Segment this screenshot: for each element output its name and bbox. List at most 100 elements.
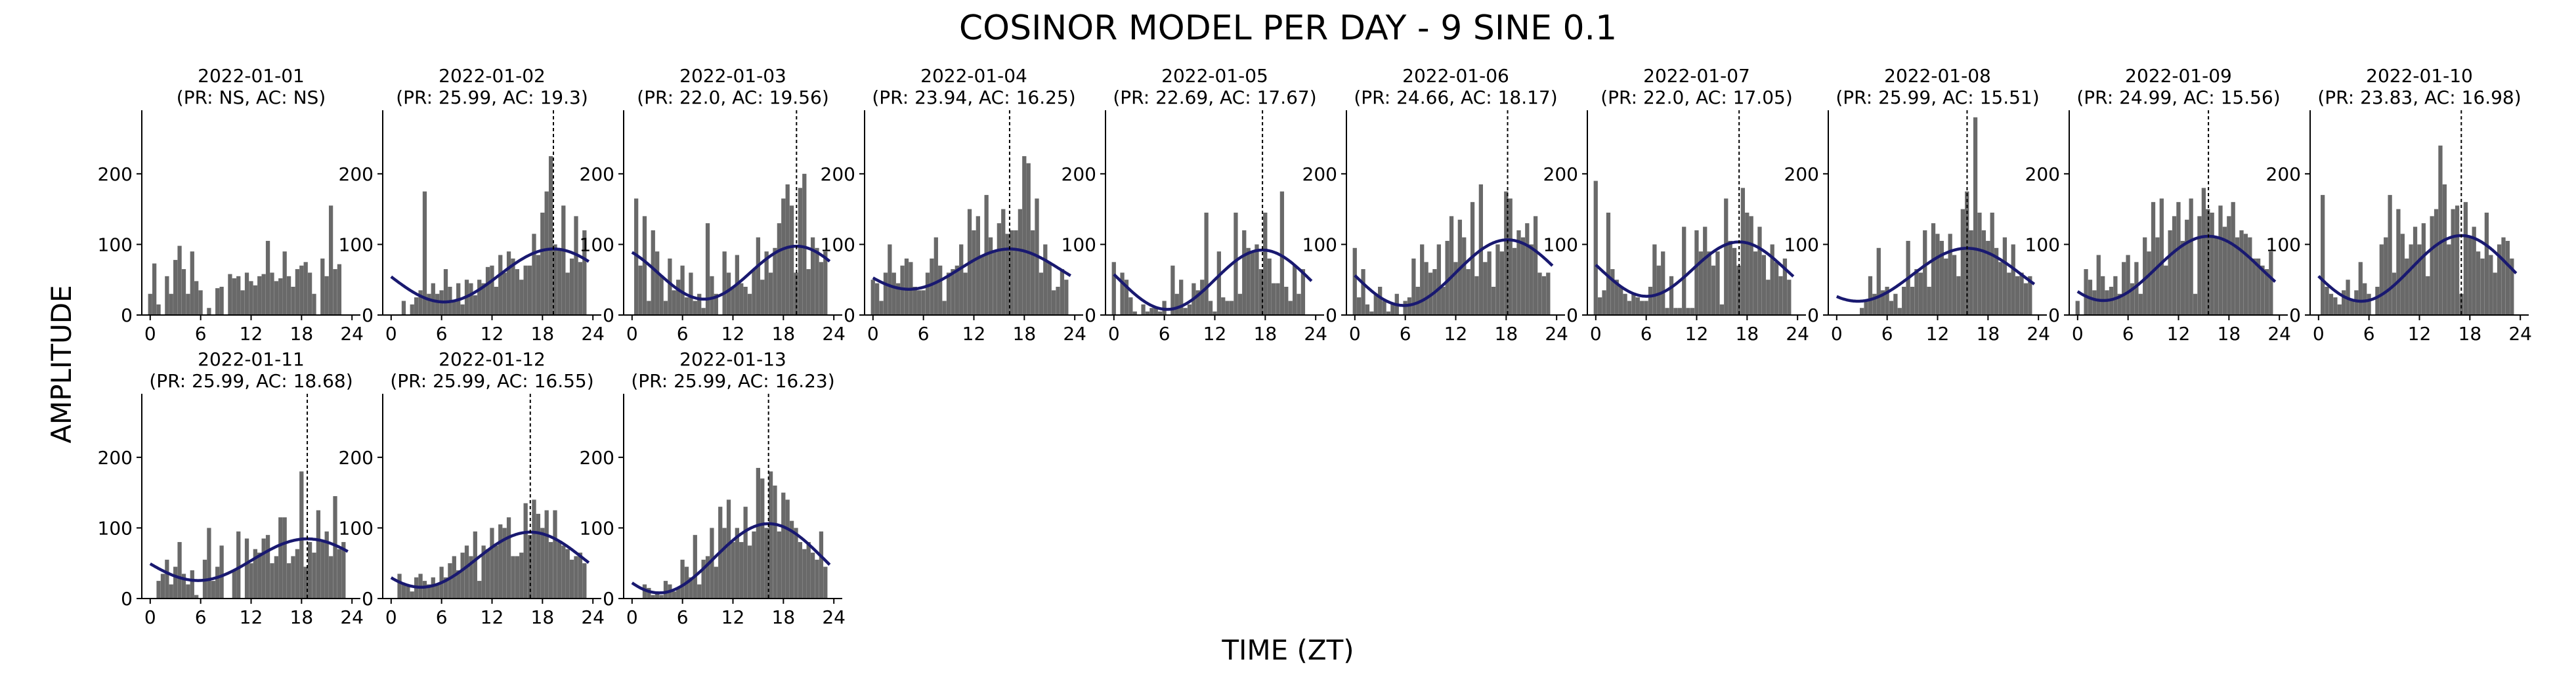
bar	[1860, 308, 1864, 315]
y-tick-label: 0	[121, 305, 133, 326]
bar	[1403, 301, 1407, 315]
bar	[324, 531, 329, 599]
bar	[582, 230, 587, 315]
panel-title-stats: (PR: 22.0, AC: 17.05)	[1600, 87, 1793, 108]
bar	[1782, 258, 1788, 315]
bar	[1495, 244, 1500, 315]
y-tick-label: 200	[2266, 163, 2301, 185]
bar	[2075, 301, 2080, 315]
bar	[2459, 293, 2464, 315]
bar	[972, 230, 976, 315]
bar	[1474, 276, 1479, 315]
bar	[1292, 265, 1297, 315]
bar	[1623, 293, 1627, 315]
bar	[2189, 198, 2193, 315]
bar	[232, 278, 236, 315]
bar	[806, 269, 811, 315]
x-tick-label: 6	[195, 606, 207, 628]
bar	[156, 581, 161, 599]
bar	[672, 290, 676, 315]
y-tick-label: 100	[98, 234, 133, 255]
y-tick-label: 0	[2048, 305, 2060, 326]
bar	[802, 173, 807, 315]
y-tick-label: 100	[98, 517, 133, 539]
bar	[473, 531, 477, 599]
bar	[236, 276, 241, 315]
bar	[169, 293, 173, 315]
bar	[578, 553, 583, 599]
bar	[215, 288, 220, 315]
bar	[312, 293, 316, 315]
x-tick-label: 24	[1786, 323, 1809, 345]
bar	[684, 297, 689, 315]
bar	[186, 584, 190, 599]
bar	[2002, 237, 2007, 315]
bar	[186, 293, 190, 315]
bar	[532, 234, 536, 315]
x-tick-label: 0	[1590, 323, 1602, 345]
bar	[1897, 308, 1902, 315]
bar	[2197, 216, 2202, 315]
bar	[2337, 304, 2342, 315]
bar	[1973, 117, 1978, 316]
bar	[1893, 293, 1898, 315]
panel-2: 2022-01-02(PR: 25.99, AC: 19.3) 0 100 200 0 6…	[339, 65, 605, 345]
bar	[469, 556, 473, 599]
bar	[1927, 286, 1931, 315]
x-tick-label: 0	[1108, 323, 1120, 345]
cosinor-fit-line	[1354, 238, 1554, 307]
bar	[2409, 244, 2413, 315]
bar	[1005, 234, 1010, 315]
panel-title-date: 2022-01-09	[2125, 65, 2232, 87]
bar	[249, 281, 253, 315]
y-tick-label: 200	[1543, 163, 1578, 185]
x-tick-label: 24	[581, 323, 605, 345]
bar	[752, 531, 756, 599]
bar	[1652, 244, 1657, 315]
x-tick-label: 6	[1400, 323, 1411, 345]
bar	[2252, 258, 2256, 315]
bar	[2392, 272, 2397, 315]
bar	[544, 510, 549, 599]
bar	[676, 587, 681, 599]
bar	[756, 237, 760, 315]
bar	[443, 577, 448, 599]
x-tick-label: 6	[1881, 323, 1893, 345]
bar	[1213, 311, 1217, 315]
bar	[1690, 308, 1695, 315]
bar	[2363, 283, 2367, 315]
x-tick-label: 24	[2267, 323, 2291, 345]
bar	[253, 549, 257, 599]
bar	[1952, 255, 1957, 315]
bar	[2105, 290, 2109, 315]
bar	[1770, 244, 1774, 315]
panel-title-date: 2022-01-12	[439, 348, 546, 370]
bar	[1914, 269, 1919, 315]
bar	[190, 251, 194, 315]
bar	[523, 503, 528, 599]
bar	[1661, 251, 1665, 315]
bar	[1512, 247, 1517, 315]
bar	[1001, 209, 1006, 315]
bar	[1365, 304, 1370, 315]
bar	[1030, 230, 1035, 315]
bar	[1499, 251, 1505, 315]
bar	[312, 553, 316, 599]
bar	[697, 293, 702, 315]
bar	[1352, 247, 1357, 315]
bar	[1631, 293, 1636, 315]
bar	[270, 563, 274, 599]
bar	[2269, 251, 2273, 315]
bar	[477, 280, 482, 315]
panel-title-stats: (PR: NS, AC: NS)	[177, 87, 326, 108]
bar	[2096, 255, 2101, 315]
bar	[1698, 251, 1703, 315]
y-tick-label: 100	[1302, 234, 1337, 255]
x-tick-label: 6	[2363, 323, 2375, 345]
bar	[1297, 293, 1301, 315]
bar	[414, 297, 419, 315]
bar	[1694, 230, 1699, 315]
bar	[219, 286, 224, 315]
bar	[418, 290, 423, 315]
bar	[1378, 286, 1383, 315]
